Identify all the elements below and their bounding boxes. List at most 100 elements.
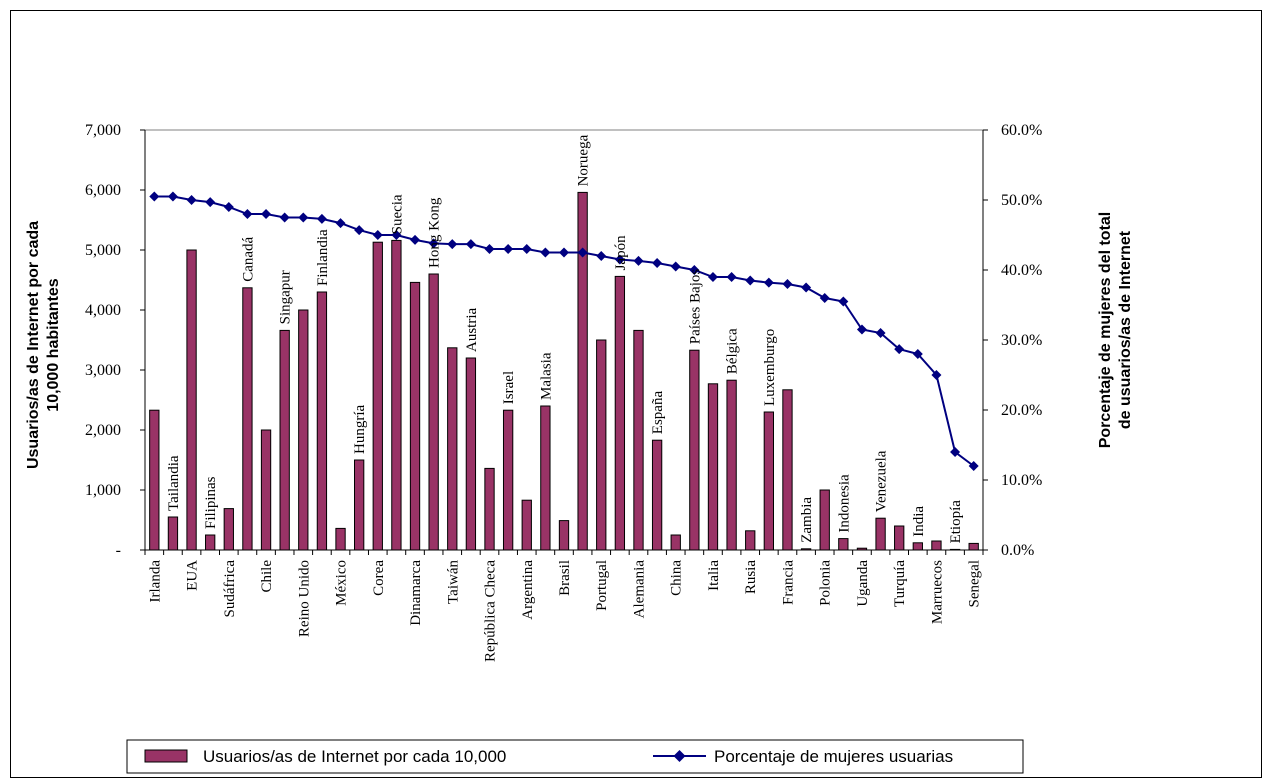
category-label: Japón (613, 235, 629, 270)
legend-bar-label: Usuarios/as de Internet por cada 10,000 (203, 747, 506, 766)
bar (670, 534, 681, 551)
bar (912, 542, 923, 551)
category-label: Hungría (352, 405, 368, 454)
category-label: Marruecos (929, 560, 945, 624)
line-point (167, 191, 178, 202)
category-label: República Checa (483, 560, 499, 662)
bar (596, 339, 607, 551)
category-label: Hong Kong (427, 197, 443, 268)
line-point (652, 258, 663, 268)
y-axis-left-title-line1: Usuarios/as de Internet por cada (25, 221, 42, 469)
line-point (726, 272, 737, 282)
legend-box (126, 739, 1024, 774)
category-label: China (669, 560, 685, 596)
legend-line-marker (673, 750, 686, 762)
category-label: Senegal (967, 560, 983, 607)
bar (968, 542, 979, 551)
bar (577, 191, 588, 551)
y-axis-left-title-line2: 10,000 habitantes (45, 278, 62, 412)
category-label: Países Bajos (687, 269, 703, 345)
category-label: Austria (464, 308, 480, 353)
line-point (484, 244, 495, 254)
category-label: Rusia (743, 560, 759, 595)
bar (484, 467, 495, 551)
y-right-tick-label: 0.0% (1001, 542, 1034, 559)
category-label: Venezuela (874, 450, 890, 512)
line-point (298, 212, 309, 223)
legend: Usuarios/as de Internet por cada 10,000 … (126, 739, 1024, 774)
line-point (559, 247, 569, 258)
bar (298, 309, 309, 551)
bar (167, 516, 179, 551)
y-right-tick-label: 60.0% (1001, 122, 1042, 139)
category-label: Brasil (557, 560, 573, 596)
bar (149, 409, 160, 551)
line-point (410, 234, 421, 245)
y-axis-right-title: Porcentaje de mujeres del total de usuar… (1097, 212, 1134, 449)
bar (223, 508, 234, 551)
category-label: India (911, 506, 927, 537)
bar (819, 489, 830, 551)
category-label: México (334, 560, 350, 606)
bar (242, 287, 253, 551)
line-point (428, 238, 439, 249)
bar (335, 527, 346, 551)
category-label: Dinamarca (408, 560, 424, 626)
bar (856, 547, 868, 551)
line-point (614, 254, 625, 265)
legend-line-label: Porcentaje de mujeres usuarias (714, 747, 953, 766)
category-label: Argentina (520, 560, 536, 620)
bar (354, 459, 365, 551)
line-point (503, 244, 514, 254)
line-point (745, 275, 756, 286)
line-point (763, 277, 774, 288)
line-point (391, 230, 402, 240)
line-point (968, 461, 979, 471)
bar (465, 357, 477, 551)
bar (372, 241, 383, 551)
y-left-tick-label: 3,000 (85, 362, 121, 379)
category-label: Canadá (240, 236, 256, 281)
category-label: Chile (259, 560, 275, 593)
bar (745, 530, 756, 551)
bar (205, 534, 216, 551)
category-label: Suecia (389, 194, 405, 234)
category-label: Irlanda (147, 560, 163, 603)
line-point (205, 197, 216, 208)
bar (633, 329, 644, 551)
y-axis-left-title: Usuarios/as de Internet por cada 10,000 … (25, 221, 62, 469)
y-left-tick-label: - (116, 542, 121, 559)
category-label: Finlandia (315, 229, 331, 286)
y-left-tick-label: 4,000 (85, 302, 121, 319)
category-label: Polonia (818, 560, 834, 606)
line-point (540, 247, 551, 258)
y-right-tick-label: 50.0% (1001, 192, 1042, 209)
category-label: EUA (185, 560, 201, 591)
line-point (819, 293, 830, 303)
bar (689, 349, 700, 551)
line-point (875, 328, 886, 338)
category-label: Noruega (576, 134, 592, 186)
y-right-tick-label: 10.0% (1001, 472, 1042, 489)
bar (931, 540, 942, 551)
bar (391, 239, 402, 551)
category-label: Singapur (278, 270, 294, 324)
bar (409, 281, 421, 551)
category-label: Uganda (855, 560, 871, 607)
y-left-tick-label: 1,000 (85, 482, 121, 499)
bar (726, 379, 737, 551)
bar (949, 548, 961, 551)
bar (614, 275, 626, 551)
line-point (707, 272, 718, 282)
category-label: Tailandia (166, 455, 182, 511)
line-point (894, 344, 905, 355)
line-point (149, 191, 160, 202)
line-point (335, 218, 346, 229)
category-label: Francia (780, 560, 796, 605)
line-point (447, 239, 458, 250)
line-point (521, 244, 532, 254)
y-right-tick-label: 40.0% (1001, 262, 1042, 279)
category-label: Corea (371, 560, 387, 596)
y-left-tick-label: 7,000 (85, 122, 121, 139)
